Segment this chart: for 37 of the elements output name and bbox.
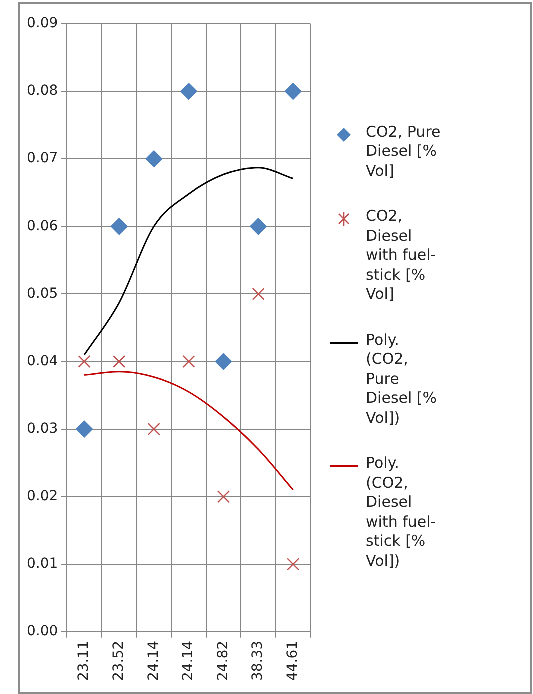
x-tick-label: 24.14 bbox=[180, 640, 197, 682]
point bbox=[146, 150, 163, 168]
point bbox=[250, 218, 268, 236]
y-tick-label: 0.05 bbox=[27, 286, 58, 302]
x-tick-label: 24.14 bbox=[146, 640, 162, 682]
point bbox=[217, 490, 230, 504]
legend-label: CO2, Diesel with fuel-stick [% Vol] bbox=[366, 207, 438, 305]
point bbox=[78, 355, 91, 368]
y-tick-label: 0.06 bbox=[27, 218, 58, 234]
point bbox=[284, 83, 302, 100]
legend-label: Poly. (CO2, Pure Diesel [% Vol]) bbox=[366, 330, 438, 428]
x-tick-label: 24.82 bbox=[215, 640, 232, 682]
y-tick-label: 0.09 bbox=[27, 16, 58, 32]
y-tick-label: 0.01 bbox=[27, 556, 58, 572]
y-tick-label: 0.02 bbox=[27, 488, 58, 504]
y-tick-label: 0.03 bbox=[27, 420, 58, 437]
point bbox=[287, 558, 300, 571]
y-tick-label: 0.00 bbox=[27, 624, 58, 640]
y-tick-label: 0.08 bbox=[27, 83, 58, 100]
line-series bbox=[84, 371, 294, 491]
x-tick-label: 38.33 bbox=[250, 640, 266, 682]
point bbox=[182, 355, 196, 368]
point bbox=[252, 288, 265, 300]
point bbox=[113, 355, 126, 368]
y-tick-label: 0.04 bbox=[27, 353, 58, 370]
point bbox=[110, 218, 128, 236]
point bbox=[148, 422, 160, 436]
point bbox=[76, 420, 94, 438]
x-tick-label: 23.52 bbox=[110, 640, 127, 682]
line-series bbox=[84, 167, 294, 356]
legend-label: Poly. (CO2, Diesel with fuel-stick [% Vol]) bbox=[366, 454, 438, 572]
x-tick-label: 44.61 bbox=[284, 640, 301, 682]
x-tick-label: 23.11 bbox=[76, 640, 92, 682]
point bbox=[180, 83, 198, 100]
y-tick-label: 0.07 bbox=[27, 150, 58, 167]
legend-label: CO2, Pure Diesel [% Vol] bbox=[366, 122, 442, 182]
point bbox=[215, 353, 232, 370]
